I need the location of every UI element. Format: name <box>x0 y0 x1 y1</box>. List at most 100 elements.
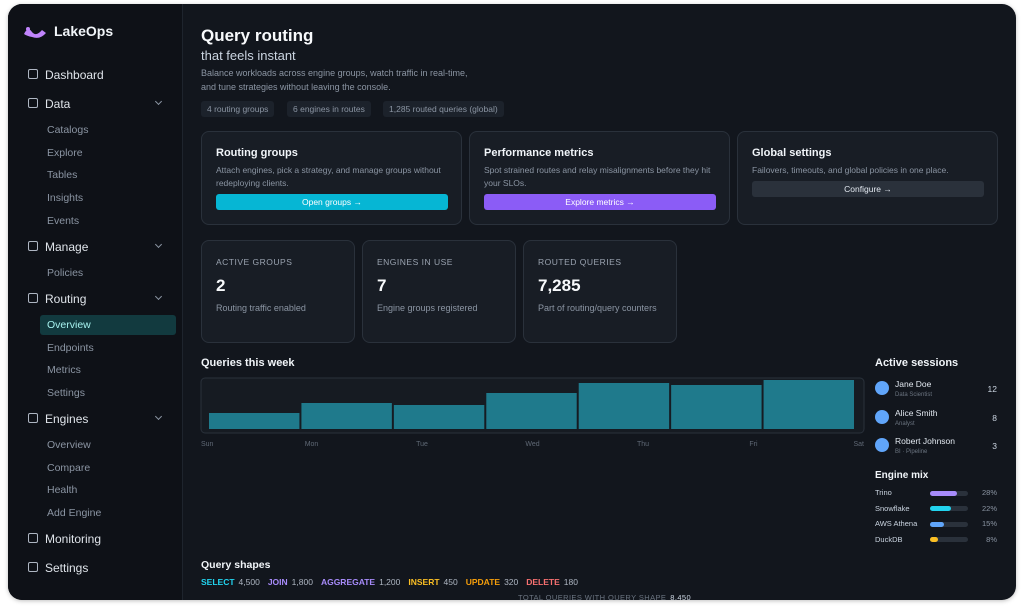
nav-item[interactable]: Engines <box>45 411 89 426</box>
brand-name: LakeOps <box>54 23 114 39</box>
stat-note: Engine groups registered <box>377 303 478 313</box>
nav-item[interactable]: Monitoring <box>45 532 102 546</box>
shape-count: 320 <box>504 577 519 587</box>
session-count: 3 <box>992 441 997 451</box>
bar <box>393 405 485 429</box>
stat-value: 7 <box>377 276 387 295</box>
nav-item[interactable]: Data <box>45 97 71 111</box>
stat-card: ACTIVE GROUPS 2 Routing traffic enabled <box>201 240 355 343</box>
session-role: BI · Pipeline <box>895 449 928 455</box>
shape-item: JOIN 1,800 <box>268 577 313 587</box>
stat-note: Routing traffic enabled <box>216 303 306 313</box>
shape-name: SELECT <box>201 577 235 587</box>
x-tick-label: Fri <box>749 441 758 448</box>
shape-item: AGGREGATE 1,200 <box>321 577 400 587</box>
nav-subitem[interactable]: Settings <box>47 386 85 399</box>
session-role: Data Scientist <box>895 392 933 398</box>
app-frame: LakeOps Dashboard Data Catalogs Explore Tabl… <box>8 4 1016 600</box>
query-shapes-title: Query shapes <box>201 559 271 571</box>
shape-name: INSERT <box>408 577 440 587</box>
page-title: Query routing <box>201 26 314 45</box>
shape-name: AGGREGATE <box>320 577 376 587</box>
nav-item[interactable]: Routing <box>45 291 87 306</box>
nav-subitem[interactable]: Insights <box>47 192 84 205</box>
session-count: 8 <box>992 412 997 423</box>
session-name: Alice Smith <box>895 407 938 418</box>
avatar <box>875 409 889 424</box>
shape-name: JOIN <box>267 577 288 587</box>
card-text: Attach engines, pick a strategy, and man… <box>216 165 441 188</box>
engine-track <box>930 521 968 527</box>
engine-bar <box>930 490 957 496</box>
shape-row: SELECT 4,500 JOIN 1,800 AGGREGATE 1,200 INSERT… <box>201 577 578 587</box>
nav-subitem[interactable]: Metrics <box>47 364 81 377</box>
x-tick-label: Mon <box>305 441 319 448</box>
nav-subitem[interactable]: Endpoints <box>47 341 94 354</box>
nav-item[interactable]: Settings <box>45 561 89 575</box>
nav-subitem[interactable]: Policies <box>47 266 84 279</box>
stat-label: ENGINES IN USE <box>377 257 453 267</box>
nav-icon <box>28 98 38 108</box>
description: and tune strategies without leaving the … <box>201 82 391 92</box>
stat-label: ACTIVE GROUPS <box>216 257 293 267</box>
nav-subitem[interactable]: Tables <box>47 169 78 182</box>
shape-count: 180 <box>563 577 578 587</box>
engine-name: Snowflake <box>875 503 910 513</box>
card-text: Failovers, timeouts, and global policies… <box>752 165 949 175</box>
sidebar: LakeOps Dashboard Data Catalogs Explore Tabl… <box>8 4 183 600</box>
total: 8,450 <box>670 593 692 600</box>
card-button[interactable]: Explore metrics → <box>484 194 716 210</box>
brand-logo <box>24 27 46 38</box>
session-count: 12 <box>987 384 997 394</box>
nav-item[interactable]: Manage <box>45 239 89 254</box>
engine-share: 15% <box>981 519 997 529</box>
shape-name: UPDATE <box>465 577 501 587</box>
engine-name: Trino <box>875 488 892 497</box>
x-tick-label: Wed <box>525 441 539 448</box>
x-tick-label: Thu <box>637 441 649 448</box>
session-role: Analyst <box>895 420 915 427</box>
nav-subitem[interactable]: Overview <box>47 438 91 451</box>
stat-label: ROUTED QUERIES <box>538 257 622 267</box>
nav-subitem[interactable]: Catalogs <box>47 124 89 136</box>
chip: 1,285 routed queries (global) <box>383 101 504 117</box>
nav-subitem[interactable]: Explore <box>47 146 83 159</box>
engine-bar <box>930 537 938 543</box>
nav-icon <box>28 69 38 79</box>
engine-track <box>930 537 968 543</box>
nav-chevron <box>154 292 163 300</box>
shape-name: DELETE <box>526 577 560 587</box>
shape-item: SELECT 4,500 <box>201 577 260 587</box>
nav-subitem[interactable]: Health <box>47 484 78 497</box>
stat-card: ENGINES IN USE 7 Engine groups registered <box>362 240 516 343</box>
nav-icon <box>28 562 38 572</box>
engine-name: AWS Athena <box>875 519 918 529</box>
nav-chevron <box>154 240 163 248</box>
card-text: Spot strained routes and relay misalignm… <box>484 165 711 188</box>
engine-share: 8% <box>986 534 997 544</box>
nav-icon <box>28 240 38 251</box>
bar <box>578 383 670 429</box>
shape-total: TOTAL QUERIES WITH QUERY SHAPE 8,450 <box>518 593 691 600</box>
nav-subitem[interactable]: Overview <box>40 314 176 335</box>
nav-chevron <box>154 97 163 106</box>
nav-subitem[interactable]: Add Engine <box>47 507 102 519</box>
bar <box>671 385 762 429</box>
nav-subitem[interactable]: Compare <box>47 461 91 474</box>
session-name: Jane Doe <box>895 379 932 389</box>
shape-item: DELETE 180 <box>526 577 578 587</box>
bar <box>763 380 854 429</box>
engine-bar <box>930 521 945 527</box>
nav-subitem[interactable]: Events <box>47 214 80 227</box>
shape-item: UPDATE 320 <box>466 577 519 587</box>
shape-count: 1,800 <box>291 577 313 587</box>
nav-icon <box>28 533 38 543</box>
shape-count: 450 <box>443 577 458 587</box>
nav-item[interactable]: Dashboard <box>45 68 104 82</box>
chip: 4 routing groups <box>201 101 275 117</box>
bar-chart: Sun Mon Tue Wed Thu Fri Sat <box>200 377 865 448</box>
card-button[interactable]: Open groups → <box>216 194 448 210</box>
card-button[interactable]: Configure → <box>752 181 984 197</box>
stat-card: ROUTED QUERIES 7,285 Part of routing/query… <box>523 240 677 343</box>
action-card: Routing groups Attach engines, pick a str… <box>201 131 462 225</box>
